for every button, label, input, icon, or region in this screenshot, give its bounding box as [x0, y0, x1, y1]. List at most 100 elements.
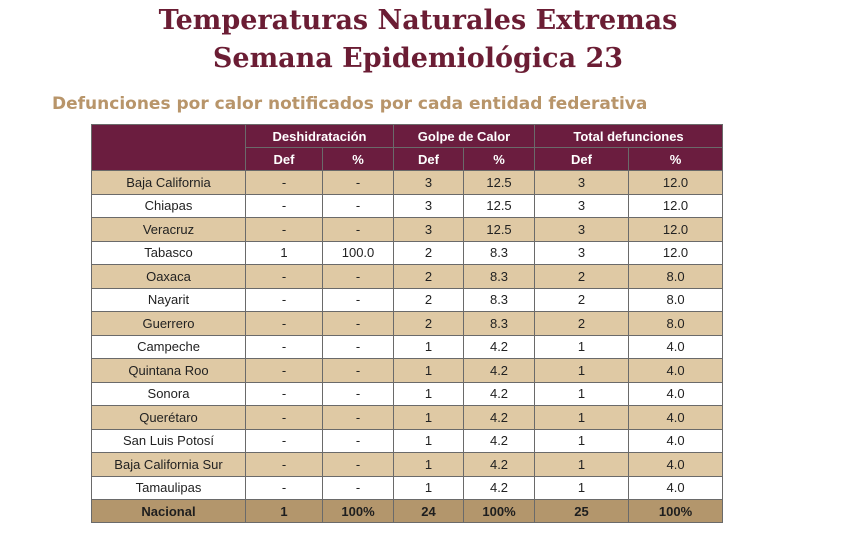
deh-def-cell: -	[245, 311, 323, 336]
table-body: Baja California - -3 12.5 3 12.0 Chiapas - -3 12.…	[91, 170, 724, 500]
gc-def-cell: 2	[393, 240, 465, 265]
tot-pct-cell: 12.0	[628, 170, 724, 195]
state-cell: Veracruz	[91, 217, 246, 242]
col-header-def: Def	[245, 147, 323, 171]
tot-pct-cell: 4.0	[628, 405, 724, 430]
tot-pct-cell: 4.0	[628, 358, 724, 383]
gc-pct-cell: 12.5	[463, 170, 536, 195]
deh-def-cell: -	[245, 170, 323, 195]
state-cell: Quintana Roo	[91, 358, 246, 383]
table-row: Campeche - -1 4.2 1 4.0	[91, 334, 724, 359]
gc-pct-cell: 12.5	[463, 217, 536, 242]
table-row: Baja California - -3 12.5 3 12.0	[91, 170, 724, 195]
state-cell: Campeche	[91, 334, 246, 359]
gc-def-cell: 1	[393, 452, 465, 477]
total-row: Nacional 1 100% 24 100% 25 100%	[91, 499, 724, 523]
gc-def-cell: 1	[393, 358, 465, 383]
deh-pct-cell: -	[321, 334, 395, 359]
tot-pct-cell: 4.0	[628, 381, 724, 406]
gc-def-cell: 2	[393, 311, 465, 336]
deh-def-cell: -	[245, 381, 323, 406]
gc-def-cell: 1	[393, 475, 465, 500]
title-line-1: Temperaturas Naturales Extremas	[158, 5, 678, 36]
group-header-total: Total defunciones	[534, 124, 724, 148]
state-cell: Guerrero	[91, 311, 246, 336]
col-header-pct: %	[321, 147, 395, 171]
deh-pct-cell: -	[321, 217, 395, 242]
state-cell: Chiapas	[91, 193, 246, 218]
gc-def-cell: 3	[393, 170, 465, 195]
total-tot-def-cell: 25	[534, 499, 630, 523]
deh-pct-cell: -	[321, 475, 395, 500]
table-row: Baja California Sur - -1 4.2 1 4.0	[91, 452, 724, 477]
gc-def-cell: 3	[393, 217, 465, 242]
gc-def-cell: 1	[393, 334, 465, 359]
deh-pct-cell: -	[321, 170, 395, 195]
page-title: Temperaturas Naturales Extremas Semana E…	[0, 2, 836, 78]
state-header-cell	[91, 124, 246, 171]
group-header-dehydration: Deshidratación	[244, 124, 395, 148]
tot-pct-cell: 12.0	[628, 240, 724, 265]
tot-def-cell: 1	[534, 428, 630, 453]
gc-pct-cell: 4.2	[463, 381, 536, 406]
table-row: Veracruz - -3 12.5 3 12.0	[91, 217, 724, 242]
gc-def-cell: 1	[393, 428, 465, 453]
table-row: Nayarit - -2 8.3 2 8.0	[91, 287, 724, 312]
gc-pct-cell: 4.2	[463, 334, 536, 359]
gc-def-cell: 1	[393, 381, 465, 406]
table-subtitle: Defunciones por calor notificados por ca…	[52, 94, 648, 114]
tot-pct-cell: 12.0	[628, 193, 724, 218]
table-row: Tabasco 1 100.0 2 8.3 3 12.0	[91, 240, 724, 265]
tot-pct-cell: 4.0	[628, 475, 724, 500]
tot-def-cell: 1	[534, 405, 630, 430]
deh-pct-cell: -	[321, 311, 395, 336]
tot-pct-cell: 4.0	[628, 452, 724, 477]
state-cell: Tabasco	[91, 240, 246, 265]
table-row: Querétaro - -1 4.2 1 4.0	[91, 405, 724, 430]
state-cell: San Luis Potosí	[91, 428, 246, 453]
total-tot-pct-cell: 100%	[628, 499, 724, 523]
total-deh-def-cell: 1	[245, 499, 323, 523]
total-state-cell: Nacional	[91, 499, 246, 523]
state-cell: Baja California	[91, 170, 246, 195]
table-row: Guerrero - -2 8.3 2 8.0	[91, 311, 724, 336]
gc-pct-cell: 4.2	[463, 405, 536, 430]
deh-def-cell: -	[245, 287, 323, 312]
deaths-table: Deshidratación Golpe de Calor Total defu…	[91, 124, 724, 523]
tot-pct-cell: 4.0	[628, 334, 724, 359]
gc-pct-cell: 12.5	[463, 193, 536, 218]
state-cell: Querétaro	[91, 405, 246, 430]
deh-def-cell: -	[245, 358, 323, 383]
deh-pct-cell: -	[321, 452, 395, 477]
tot-def-cell: 3	[534, 193, 630, 218]
table-row: Quintana Roo - -1 4.2 1 4.0	[91, 358, 724, 383]
state-cell: Sonora	[91, 381, 246, 406]
tot-def-cell: 3	[534, 170, 630, 195]
tot-def-cell: 2	[534, 264, 630, 289]
gc-pct-cell: 4.2	[463, 428, 536, 453]
title-line-2: Semana Epidemiológica 23	[212, 43, 624, 74]
table-row: Chiapas - -3 12.5 3 12.0	[91, 193, 724, 218]
total-gc-pct-cell: 100%	[463, 499, 536, 523]
deh-pct-cell: -	[321, 428, 395, 453]
tot-def-cell: 1	[534, 381, 630, 406]
tot-def-cell: 1	[534, 452, 630, 477]
table-row: San Luis Potosí - -1 4.2 1 4.0	[91, 428, 724, 453]
gc-pct-cell: 8.3	[463, 311, 536, 336]
deh-pct-cell: -	[321, 381, 395, 406]
tot-def-cell: 2	[534, 287, 630, 312]
table-row: Sonora - -1 4.2 1 4.0	[91, 381, 724, 406]
gc-def-cell: 2	[393, 287, 465, 312]
deh-pct-cell: -	[321, 264, 395, 289]
deh-def-cell: 1	[245, 240, 323, 265]
table-row: Oaxaca - -2 8.3 2 8.0	[91, 264, 724, 289]
tot-pct-cell: 8.0	[628, 287, 724, 312]
tot-def-cell: 1	[534, 358, 630, 383]
deh-def-cell: -	[245, 193, 323, 218]
deh-pct-cell: 100.0	[321, 240, 395, 265]
deh-def-cell: -	[245, 428, 323, 453]
tot-def-cell: 1	[534, 475, 630, 500]
gc-def-cell: 3	[393, 193, 465, 218]
deh-def-cell: -	[245, 264, 323, 289]
tot-pct-cell: 4.0	[628, 428, 724, 453]
